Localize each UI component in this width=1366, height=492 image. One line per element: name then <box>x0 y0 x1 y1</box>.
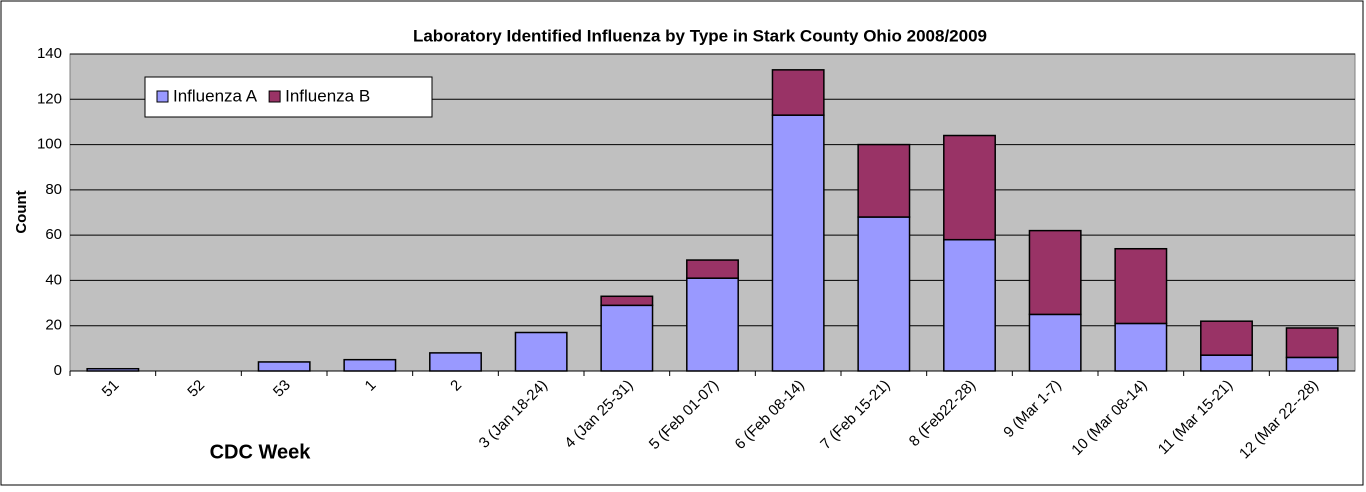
y-tick-label: 120 <box>37 90 62 107</box>
y-tick-label: 0 <box>54 362 62 379</box>
bar-segment <box>257 361 311 372</box>
bar-segment <box>514 331 568 372</box>
legend-swatch <box>156 90 169 103</box>
y-tick-label: 100 <box>37 136 62 153</box>
bar-segment <box>600 304 654 372</box>
bar-segment <box>943 238 996 372</box>
y-tick-label: 60 <box>45 226 62 243</box>
bar-segment <box>429 352 482 372</box>
legend-box <box>144 76 433 118</box>
bar-segment <box>86 367 140 372</box>
legend-label: Influenza A <box>173 86 258 105</box>
bar-segment <box>686 259 739 279</box>
bar-segment <box>1114 322 1168 372</box>
bar-segment <box>1200 320 1253 356</box>
bar-segment <box>1200 354 1253 372</box>
legend-label: Influenza B <box>285 86 370 105</box>
legend-swatch <box>268 90 281 103</box>
bar-segment <box>343 358 397 372</box>
y-tick-label: 20 <box>45 317 62 334</box>
bar-segment <box>771 69 825 116</box>
y-axis-label: Count <box>13 190 30 233</box>
bar-segment <box>1028 229 1082 316</box>
chart-title: Laboratory Identified Influenza by Type … <box>413 26 987 45</box>
bar-segment <box>1285 356 1339 372</box>
bar-segment <box>1285 327 1339 359</box>
y-tick-label: 80 <box>45 181 62 198</box>
bar-segment <box>600 295 654 307</box>
x-axis-label: CDC Week <box>210 441 312 463</box>
bar-segment <box>857 216 911 372</box>
bar-segment <box>1028 313 1082 372</box>
bar-segment <box>1114 247 1168 325</box>
bar-segment <box>943 134 996 241</box>
y-tick-label: 40 <box>45 271 62 288</box>
y-tick-label: 140 <box>37 45 62 62</box>
bar-segment <box>857 143 911 218</box>
bar-segment <box>686 277 739 372</box>
bar-segment <box>771 114 825 372</box>
